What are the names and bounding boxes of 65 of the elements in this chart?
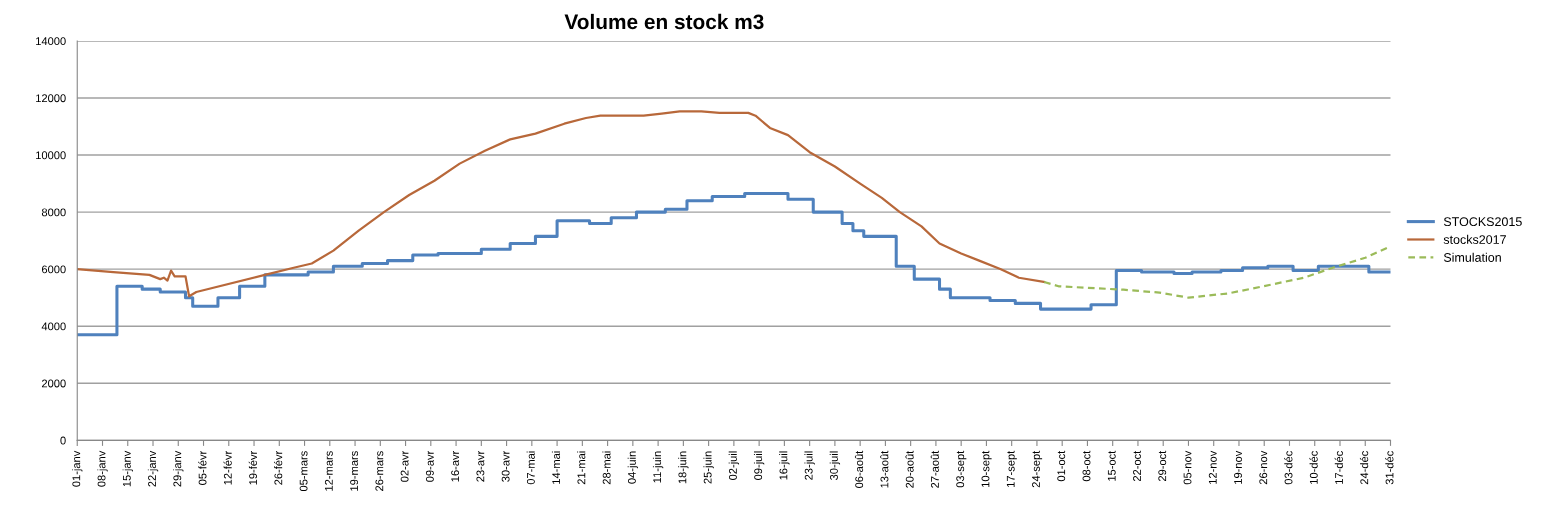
y-tick-label: 12000	[36, 94, 66, 103]
x-tick-label: 15-janv	[122, 450, 133, 487]
x-tick-label: 05-mars	[299, 451, 308, 492]
y-tick-label: 4000	[41, 322, 66, 331]
x-tick-label: 10-sept	[981, 450, 992, 487]
x-tick-label: 30-avr	[501, 450, 510, 482]
x-tick-label: 09-juil	[753, 451, 765, 480]
y-tick-label: 6000	[41, 265, 66, 274]
x-tick-label: 01-janv	[72, 450, 83, 487]
x-tick-label: 26-nov	[1259, 450, 1268, 485]
x-tick-label: 22-oct	[1133, 450, 1141, 482]
x-tick-label: 08-oct	[1082, 450, 1091, 482]
x-tick-label: 02-juil	[728, 451, 740, 480]
x-tick-label: 01-oct	[1057, 450, 1066, 482]
x-tick-label: 18-juin	[678, 451, 689, 484]
x-tick-label: 05-nov	[1183, 450, 1192, 485]
x-tick-label: 10-déc	[1309, 451, 1318, 484]
y-tick-label: 8000	[41, 208, 66, 217]
y-tick-label: 0	[60, 436, 66, 445]
x-tick-label: 19-nov	[1234, 450, 1242, 484]
x-tick-label: 14-mai	[551, 451, 561, 484]
x-tick-label: 12-mars	[324, 451, 333, 491]
x-tick-label: 17-déc	[1334, 451, 1343, 484]
x-tick-label: 27-août	[930, 450, 939, 488]
x-tick-label: 19-févr	[248, 450, 258, 485]
x-tick-label: 03-déc	[1284, 451, 1293, 485]
x-tick-label: 16-avr	[451, 450, 460, 482]
x-tick-label: 11-juin	[652, 451, 664, 483]
x-tick-label: 05-févr	[198, 450, 207, 485]
x-tick-label: 26-mars	[375, 451, 384, 491]
chart-title: Volume en stock m3	[564, 13, 764, 30]
x-tick-label: 12-févr	[223, 450, 232, 485]
x-tick-label: 19-mars	[350, 451, 359, 491]
x-tick-label: 16-juil	[779, 451, 790, 480]
x-tick-label: 29-oct	[1158, 450, 1167, 482]
x-tick-label: 02-avr	[400, 450, 409, 482]
x-tick-label: 08-janv	[97, 450, 108, 487]
x-tick-label: 06-août	[854, 450, 864, 488]
x-tick-label: 25-juin	[703, 451, 714, 484]
x-tick-label: 23-juil	[804, 451, 815, 480]
y-tick-label: 2000	[41, 379, 66, 388]
x-tick-label: 09-avr	[425, 450, 434, 482]
x-tick-label: 30-juil	[829, 451, 841, 480]
legend-label: Simulation	[1443, 252, 1501, 262]
legend-label: stocks2017	[1443, 234, 1506, 244]
x-tick-label: 31-déc	[1385, 451, 1394, 485]
y-tick-label: 10000	[36, 151, 66, 160]
x-tick-label: 21-mai	[577, 451, 586, 485]
x-tick-label: 15-oct	[1107, 450, 1116, 481]
x-tick-label: 24-déc	[1359, 451, 1369, 485]
x-tick-label: 20-août	[905, 450, 914, 488]
x-tick-label: 13-août	[880, 450, 889, 488]
legend-label: STOCKS2015	[1443, 217, 1522, 227]
x-tick-label: 24-sept	[1032, 450, 1043, 488]
x-tick-label: 17-sept	[1006, 450, 1017, 487]
y-tick-label: 14000	[36, 37, 66, 46]
x-tick-label: 04-juin	[627, 451, 639, 484]
x-tick-label: 29-janv	[173, 450, 184, 487]
x-tick-label: 07-mai	[526, 451, 535, 485]
x-tick-label: 22-janv	[147, 450, 159, 487]
x-tick-label: 26-févr	[273, 450, 283, 485]
x-tick-label: 03-sept	[956, 450, 967, 488]
x-tick-label: 23-avr	[476, 450, 485, 482]
x-tick-label: 28-mai	[602, 451, 611, 485]
x-tick-label: 12-nov	[1208, 450, 1217, 484]
